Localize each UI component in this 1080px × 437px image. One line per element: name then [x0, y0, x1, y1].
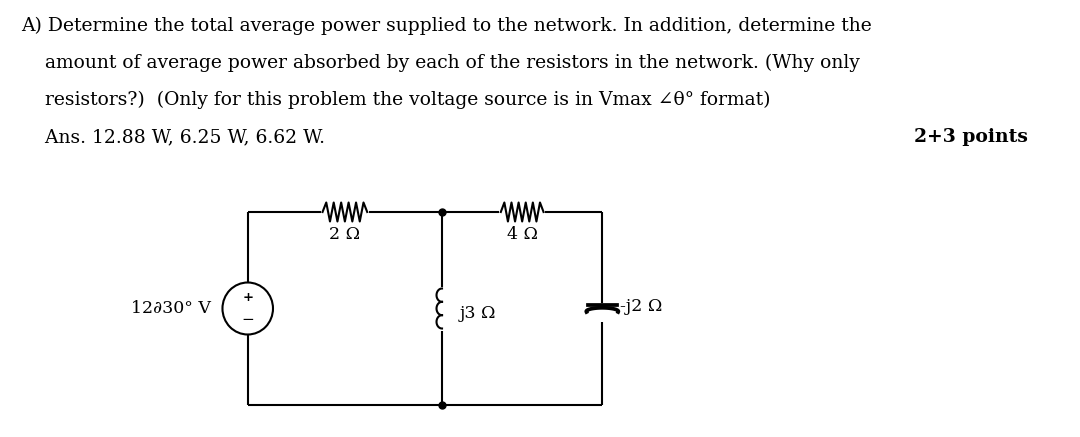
Text: +: + — [242, 291, 253, 304]
Text: resistors?)  (Only for this problem the voltage source is in Vmax ∠θ° format): resistors?) (Only for this problem the v… — [22, 91, 771, 109]
Text: -j2 Ω: -j2 Ω — [620, 298, 662, 315]
Text: 12∂30° V: 12∂30° V — [131, 300, 211, 317]
Text: j3 Ω: j3 Ω — [459, 305, 496, 322]
Text: amount of average power absorbed by each of the resistors in the network. (Why o: amount of average power absorbed by each… — [22, 54, 861, 72]
Text: 4 Ω: 4 Ω — [507, 226, 538, 243]
Text: 2 Ω: 2 Ω — [329, 226, 361, 243]
Text: A) Determine the total average power supplied to the network. In addition, deter: A) Determine the total average power sup… — [22, 17, 873, 35]
Text: 2+3 points: 2+3 points — [914, 128, 1028, 146]
Text: Ans. 12.88 W, 6.25 W, 6.62 W.: Ans. 12.88 W, 6.25 W, 6.62 W. — [22, 128, 325, 146]
Text: −: − — [241, 312, 254, 327]
